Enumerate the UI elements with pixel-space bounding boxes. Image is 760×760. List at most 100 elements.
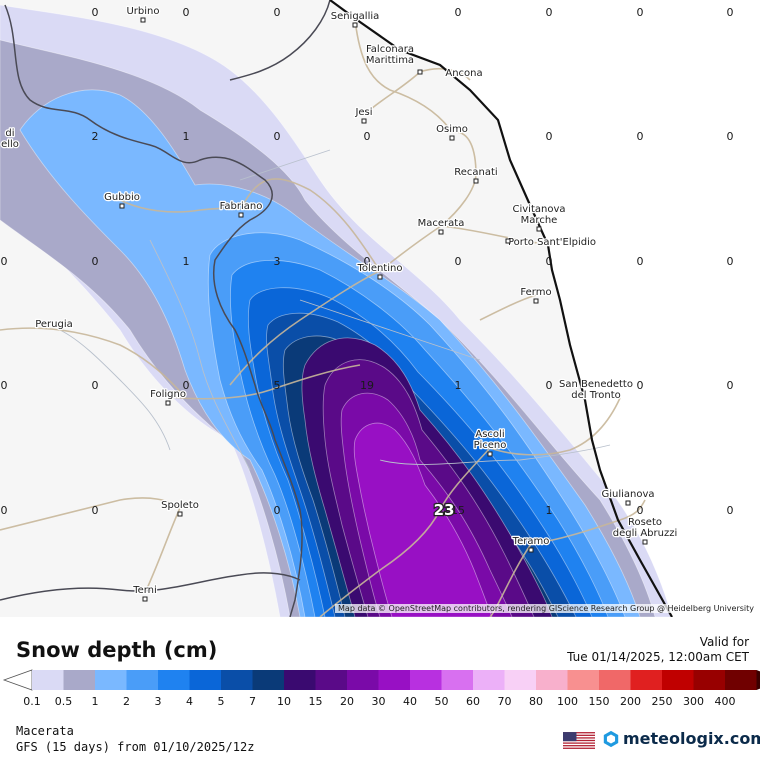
valid-for-label: Valid for <box>699 635 749 649</box>
city-marker <box>165 400 171 406</box>
grid-value: 0 <box>92 504 99 517</box>
city-label: Recanati <box>454 167 497 178</box>
legend-label: 80 <box>529 695 543 708</box>
grid-value: 0 <box>183 379 190 392</box>
grid-value: 0 <box>455 255 462 268</box>
snow-shading <box>0 4 673 617</box>
legend-swatch <box>315 670 347 690</box>
city-marker <box>625 500 631 506</box>
legend-swatch <box>504 670 536 690</box>
city-label: Civitanova <box>512 204 565 215</box>
legend-swatch <box>630 670 662 690</box>
city-label: Giulianova <box>601 489 654 500</box>
city-label: Fermo <box>520 287 551 298</box>
grid-value: 5 <box>274 379 281 392</box>
grid-value: 1 <box>183 255 190 268</box>
legend-label: 100 <box>557 695 578 708</box>
grid-value: 0 <box>1 504 8 517</box>
grid-value: 0 <box>183 6 190 19</box>
legend-label: 1 <box>92 695 99 708</box>
city-marker <box>473 178 479 184</box>
legend-label: 70 <box>498 695 512 708</box>
grid-value: 0 <box>727 379 734 392</box>
snow-depth-map[interactable]: 0 0 0 0 0 0 0 2 1 0 0 0 0 0 0 0 1 3 0 0 0 0 0 0 0 0 5 19 1 0 0 0 0 0 0 15 1 0… <box>0 0 760 617</box>
legend-swatch <box>63 670 95 690</box>
grid-value: 0 <box>546 6 553 19</box>
city-marker <box>528 547 534 553</box>
city-marker <box>142 596 148 602</box>
legend-label: 0.5 <box>55 695 73 708</box>
grid-value: 0 <box>92 255 99 268</box>
city-label: Fabriano <box>220 201 263 212</box>
grid-value: 0 <box>546 379 553 392</box>
model-run: GFS (15 days) from 01/10/2025/12z <box>16 740 255 754</box>
legend-label: 7 <box>249 695 256 708</box>
legend-swatch <box>284 670 316 690</box>
legend-label: 200 <box>620 695 641 708</box>
grid-value: 0 <box>274 504 281 517</box>
legend-swatch <box>95 670 127 690</box>
legend-swatch <box>536 670 568 690</box>
city-label: Ancona <box>445 68 482 79</box>
city-label: Senigallia <box>331 11 380 22</box>
city-label: Falconara <box>366 44 414 55</box>
legend-swatch <box>662 670 694 690</box>
city-marker <box>505 238 511 244</box>
grid-value: 0 <box>727 504 734 517</box>
city-marker <box>177 511 183 517</box>
city-label: San Benedetto <box>559 379 633 390</box>
city-label: Spoleto <box>161 500 199 511</box>
city-marker <box>140 17 146 23</box>
legend-swatch <box>693 670 725 690</box>
city-label: Perugia <box>35 319 73 330</box>
grid-value: 2 <box>92 130 99 143</box>
grid-value: 0 <box>364 255 371 268</box>
city-marker <box>377 274 383 280</box>
legend-swatch <box>410 670 442 690</box>
legend-swatch <box>567 670 599 690</box>
grid-values: 0 0 0 0 0 0 0 2 1 0 0 0 0 0 0 0 1 3 0 0 0 0 0 0 0 0 5 19 1 0 0 0 0 0 0 15 1 0… <box>1 6 734 517</box>
grid-value: 3 <box>274 255 281 268</box>
legend-arrow-right <box>756 670 760 690</box>
city-marker <box>119 203 125 209</box>
city-marker <box>487 451 493 457</box>
city-label: Urbino <box>126 6 159 17</box>
legend-swatch <box>221 670 253 690</box>
meteologix-logo-icon <box>603 730 619 747</box>
location-name: Macerata <box>16 724 74 738</box>
city-marker <box>352 22 358 28</box>
page-title: Snow depth (cm) <box>16 638 218 662</box>
location-block: Macerata GFS (15 days) from 01/10/2025/1… <box>16 723 254 755</box>
city-label: Gubbio <box>104 192 140 203</box>
brand-logo[interactable]: meteologix.com <box>602 729 760 748</box>
color-legend: 0.1 0.5 1 2 3 4 5 7 10 15 20 30 40 50 60 70 80 100 150 200 2… <box>2 669 760 708</box>
legend-swatch <box>158 670 190 690</box>
legend-label: 20 <box>340 695 354 708</box>
city-label: Terni <box>132 585 157 596</box>
grid-value: 0 <box>92 379 99 392</box>
grid-value: 0 <box>1 379 8 392</box>
legend-swatch <box>126 670 158 690</box>
city-label: Piceno <box>474 440 507 451</box>
legend-label: 2 <box>123 695 130 708</box>
city-label: Ascoli <box>475 429 504 440</box>
legend-arrow-left <box>2 669 33 691</box>
city-label: Marche <box>521 215 558 226</box>
city-label: Foligno <box>150 389 186 400</box>
grid-value: 0 <box>546 130 553 143</box>
city-marker <box>536 226 542 232</box>
us-flag-icon[interactable] <box>563 731 595 750</box>
grid-value: 19 <box>360 379 374 392</box>
grid-value: 0 <box>637 6 644 19</box>
city-label: Marittima <box>366 55 414 66</box>
max-value-label: 23 <box>434 501 455 519</box>
legend-swatch <box>599 670 631 690</box>
grid-value: 0 <box>637 379 644 392</box>
city-label: Teramo <box>512 536 550 547</box>
legend-label: 30 <box>372 695 386 708</box>
grid-value: 0 <box>455 6 462 19</box>
brand-name: meteologix.com <box>623 729 760 748</box>
grid-value: 0 <box>637 504 644 517</box>
valid-time-block: Valid for Tue 01/14/2025, 12:00am CET <box>567 635 749 665</box>
